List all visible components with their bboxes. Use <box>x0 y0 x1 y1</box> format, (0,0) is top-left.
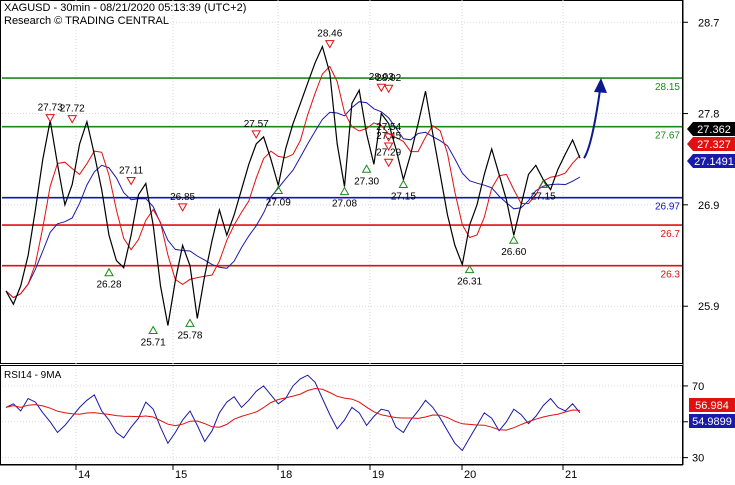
trough-label: 26.31 <box>457 277 482 288</box>
ma-fast-badge-pointer <box>687 137 693 151</box>
trough-marker <box>104 267 114 277</box>
price-panel-frame <box>0 0 683 364</box>
current-price-badge <box>693 122 735 136</box>
peak-label: 27.72 <box>60 104 85 115</box>
level-label: 28.15 <box>655 82 680 93</box>
trough-marker <box>538 179 549 188</box>
trough-label: 26.28 <box>97 280 122 291</box>
trough-label: 26.60 <box>501 247 526 258</box>
rsi-ma-value: 54.9899 <box>692 416 732 428</box>
peak-label: 28.03 <box>369 72 394 83</box>
chart-title: XAGUSD - 30min - 08/21/2020 05:13:39 (UT… <box>4 2 246 14</box>
trough-marker <box>508 235 519 244</box>
rsi-ma-value-badge <box>689 414 735 428</box>
trough-label: 27.30 <box>354 176 379 187</box>
trough-marker <box>273 185 284 195</box>
rsi-panel-frame <box>0 365 683 465</box>
rsi-y-tick-label: 70 <box>692 381 704 393</box>
x-tick-label: 14 <box>78 469 90 480</box>
peak-label: 27.54 <box>376 122 401 133</box>
peak-marker <box>383 84 394 94</box>
rsi-ma-line <box>5 387 581 431</box>
trough-marker <box>464 264 475 274</box>
price-y-tick-label: 28.7 <box>698 17 719 29</box>
peak-label: 27.45 <box>376 131 401 142</box>
price-y-tick-label: 27.8 <box>698 109 719 121</box>
peak-label: 27.57 <box>244 119 269 130</box>
trough-label: 27.15 <box>531 191 556 202</box>
ma-fast-badge <box>693 137 735 151</box>
axis-labels: 28.7 27.8 26.9 25.9 14 15 18 19 20 21 <box>75 17 719 481</box>
rsi-title: RSI14 - 9MA <box>4 370 62 381</box>
peak-label: 27.29 <box>376 147 401 158</box>
trough-label: 27.09 <box>266 198 291 209</box>
peak-marker <box>383 158 394 168</box>
x-tick-label: 20 <box>464 469 476 480</box>
peak-label: 27.73 <box>38 103 63 114</box>
price-y-tick-label: 26.9 <box>698 200 719 212</box>
peak-label: 28.46 <box>317 29 342 40</box>
trough-label: 25.71 <box>141 337 166 348</box>
trough-label: 27.08 <box>332 199 357 210</box>
ma-fast-line <box>5 65 581 299</box>
trough-marker <box>148 325 159 334</box>
peak-marker <box>383 133 394 142</box>
peak-marker <box>376 83 387 93</box>
x-tick-label: 15 <box>175 469 187 480</box>
rsi-line <box>5 374 581 452</box>
trough-marker <box>185 318 195 327</box>
level-label: 26.97 <box>655 202 680 213</box>
current-price-badge-pointer <box>687 122 693 136</box>
peak-label: 26.85 <box>170 192 195 203</box>
x-tick-label: 18 <box>280 469 292 480</box>
peak-marker <box>126 177 136 186</box>
gridlines <box>2 0 682 465</box>
peak-marker <box>177 203 188 212</box>
rsi-value-badge <box>689 398 735 412</box>
current-price-value: 27.362 <box>697 124 731 136</box>
x-tick-label: 21 <box>565 469 577 480</box>
trough-marker <box>339 186 350 196</box>
forecast-arrow-shaft <box>583 89 601 159</box>
peak-marker <box>67 115 78 124</box>
trough-marker <box>361 164 372 173</box>
forecast-arrowhead <box>594 78 607 94</box>
level-label: 27.67 <box>655 131 680 142</box>
price-series-layer <box>5 44 607 326</box>
trough-label: 25.78 <box>177 330 202 341</box>
trough-marker <box>398 179 409 188</box>
trough-label: 27.15 <box>391 191 416 202</box>
key-levels: 28.15 27.67 26.97 26.7 26.3 <box>2 77 682 281</box>
ma-fast-value: 27.327 <box>697 139 731 151</box>
x-tick-label: 19 <box>372 469 384 480</box>
peak-marker <box>251 130 262 139</box>
peak-marker <box>383 142 394 152</box>
chart-subtitle: Research © TRADING CENTRAL <box>4 15 169 27</box>
price-y-tick-label: 25.9 <box>698 301 719 313</box>
peak-label: 28.02 <box>376 73 401 84</box>
peak-marker <box>324 40 335 49</box>
rsi-y-tick-label: 30 <box>692 453 704 465</box>
ma-slow-value: 27.1491 <box>694 156 734 168</box>
peak-marker <box>45 114 56 123</box>
ma-slow-badge <box>693 154 735 168</box>
price-line <box>5 44 581 326</box>
level-label: 26.3 <box>661 270 681 281</box>
rsi-value: 56.984 <box>695 400 729 412</box>
ma-slow-badge-pointer <box>687 154 693 168</box>
peak-label: 27.11 <box>119 166 144 177</box>
ma-slow-line <box>5 101 581 299</box>
level-label: 26.7 <box>661 229 681 240</box>
